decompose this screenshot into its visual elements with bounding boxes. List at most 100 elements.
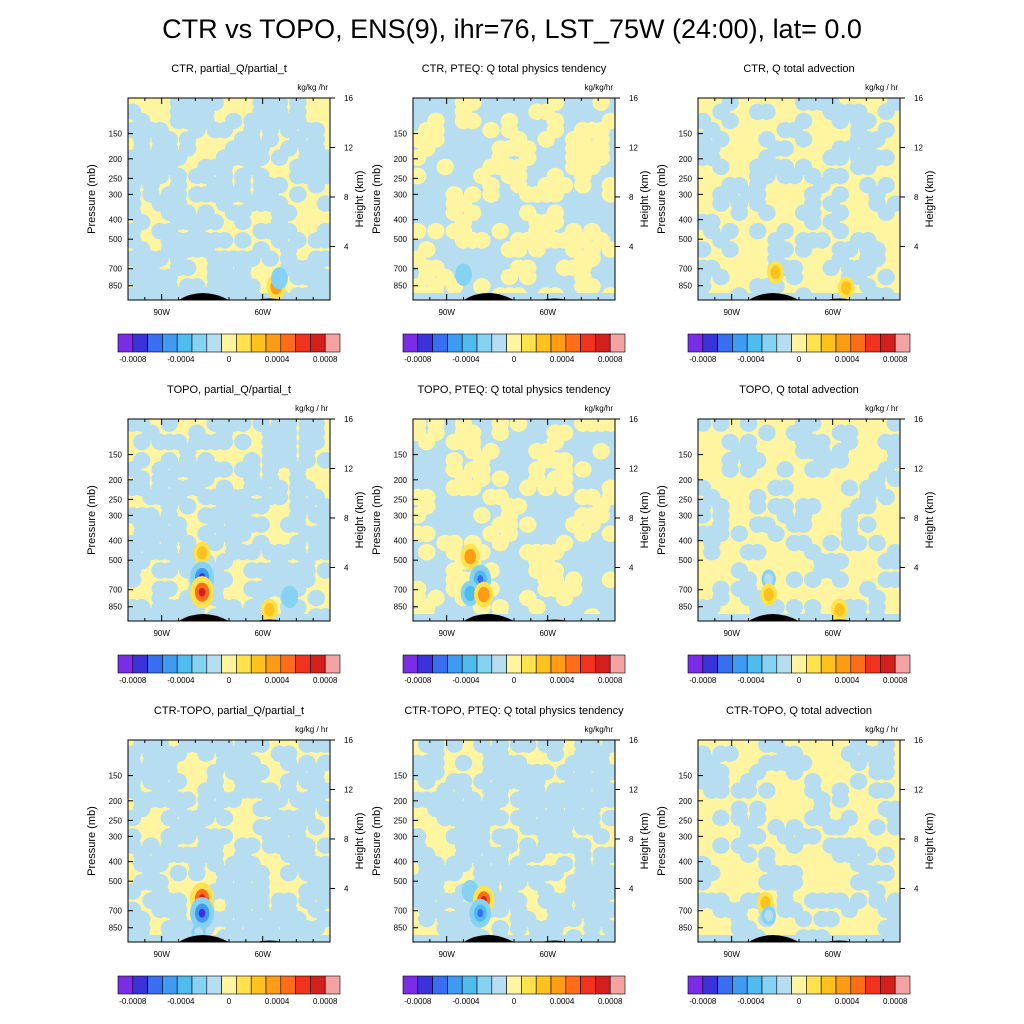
colorbar-swatch — [595, 975, 611, 995]
field-blob — [794, 112, 813, 130]
anomaly-core — [458, 268, 469, 282]
colorbar-swatch — [447, 975, 463, 995]
colorbar-swatch — [206, 333, 222, 353]
field-blob — [712, 131, 730, 148]
field-blob — [243, 837, 261, 854]
field-blob — [178, 259, 197, 277]
pressure-tick-label: 200 — [394, 155, 408, 164]
height-tick-label: 12 — [344, 785, 353, 794]
pressure-tick-label: 400 — [109, 858, 123, 867]
colorbar-swatch — [850, 333, 866, 353]
colorbar-swatch — [880, 333, 896, 353]
height-tick-label: 8 — [914, 193, 919, 202]
field-blob — [601, 112, 615, 130]
pressure-tick-label: 700 — [679, 586, 693, 595]
field-blob — [601, 883, 615, 900]
colorbar-label: 0 — [227, 676, 232, 685]
anomaly-peak — [477, 909, 484, 918]
colorbar-swatch — [461, 333, 478, 353]
lon-tick-label: 60W — [539, 308, 556, 317]
topography — [463, 293, 514, 300]
colorbar-label: 0.0004 — [265, 676, 290, 685]
pressure-tick-label: 150 — [679, 772, 693, 781]
colorbar-swatch — [206, 654, 222, 674]
colorbar-swatch — [732, 654, 748, 674]
colorbar-swatch — [417, 975, 433, 995]
y-axis-label: Pressure (mb) — [86, 806, 98, 876]
y-axis-label: Pressure (mb) — [656, 806, 668, 876]
y2-axis-label: Height (km) — [639, 171, 651, 228]
field-blob — [491, 809, 509, 827]
colorbar-swatch — [687, 333, 704, 353]
colorbar-swatch — [417, 333, 433, 353]
colorbar-label: -0.0004 — [737, 676, 765, 685]
field-blob — [289, 232, 307, 249]
field-blob — [463, 186, 482, 203]
panel-title: CTR-TOPO, Q total advection — [726, 705, 872, 717]
pressure-tick-label: 400 — [679, 858, 693, 867]
field-blob — [831, 204, 850, 222]
field-blob — [601, 809, 615, 827]
colorbar-swatch — [550, 333, 567, 353]
colorbar-swatch — [280, 654, 296, 674]
topography — [748, 293, 799, 300]
field-blob — [555, 424, 574, 442]
field-blob — [785, 598, 804, 616]
height-tick-label: 4 — [629, 884, 634, 893]
pressure-tick-label: 700 — [679, 265, 693, 274]
field-blob — [886, 195, 900, 212]
field-blob — [877, 782, 895, 799]
contour-field — [128, 740, 330, 942]
colorbar-swatch — [702, 654, 718, 674]
panel-3: CTR, Q total advection kg/kg / hr 150 200 25… — [656, 63, 936, 364]
colorbar-swatch — [550, 654, 567, 674]
field-blob — [877, 864, 895, 882]
field-blob — [698, 241, 712, 258]
colorbar-label: 0.0008 — [598, 676, 623, 685]
field-blob — [785, 571, 804, 588]
field-blob — [712, 782, 730, 799]
panel-units: kg/kg/hr — [585, 83, 614, 92]
y2-axis-label: Height (km) — [354, 492, 366, 549]
panel-8: CTR-TOPO, PTEQ: Q total physics tendency… — [371, 705, 651, 1006]
field-blob — [473, 507, 491, 524]
field-blob — [454, 754, 473, 772]
colorbar-swatch — [521, 333, 537, 353]
field-blob — [234, 213, 252, 231]
field-blob — [463, 204, 482, 222]
colorbar-label: -0.0004 — [737, 355, 765, 364]
field-blob — [831, 791, 850, 808]
colorbar-swatch — [191, 654, 208, 674]
field-blob — [307, 433, 325, 451]
field-blob — [160, 580, 179, 598]
colorbar-swatch — [491, 333, 507, 353]
colorbar-swatch — [806, 975, 822, 995]
colorbar-swatch — [535, 333, 552, 353]
anomaly-core — [834, 603, 845, 617]
colorbar-swatch — [236, 975, 252, 995]
colorbar-swatch — [265, 975, 282, 995]
field-blob — [574, 461, 592, 478]
lon-tick-label: 90W — [723, 629, 740, 638]
colorbar-swatch — [894, 333, 911, 353]
field-blob — [215, 433, 234, 451]
colorbar-label: -0.0008 — [119, 355, 147, 364]
field-blob — [188, 864, 206, 882]
colorbar-swatch — [310, 654, 326, 674]
height-tick-label: 16 — [629, 94, 638, 103]
colorbar-swatch — [732, 975, 748, 995]
field-blob — [804, 213, 822, 231]
field-blob — [712, 525, 730, 543]
colorbar-label: -0.0004 — [452, 676, 480, 685]
field-blob — [721, 241, 739, 258]
field-blob — [234, 433, 252, 451]
colorbar-label: 0.0004 — [265, 997, 290, 1006]
y2-axis-label: Height (km) — [924, 813, 936, 870]
field-blob — [413, 167, 427, 185]
colorbar-swatch — [250, 654, 267, 674]
field-blob — [813, 232, 831, 249]
field-blob — [169, 773, 188, 790]
height-tick-label: 4 — [344, 242, 349, 251]
colorbar-swatch — [280, 333, 296, 353]
colorbar-label: 0 — [797, 676, 802, 685]
